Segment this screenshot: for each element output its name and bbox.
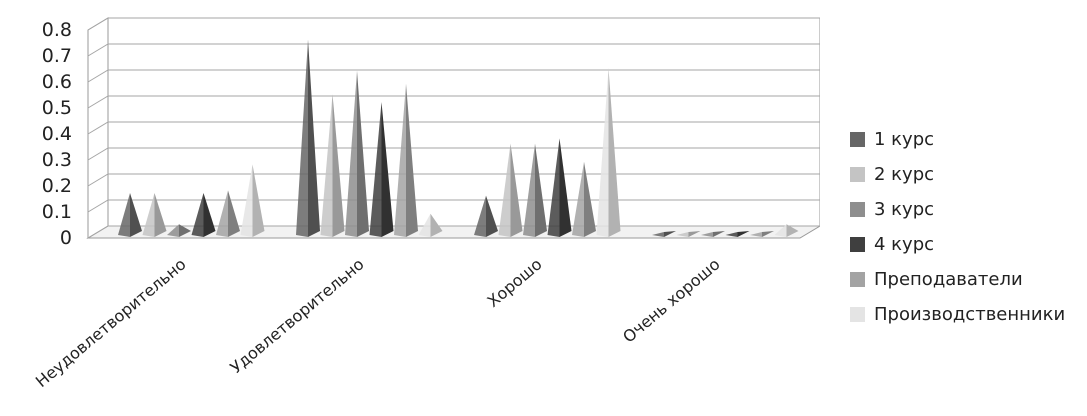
pyramid: [345, 70, 369, 237]
pyramid: [652, 231, 676, 237]
pyramid: [418, 213, 443, 237]
pyramid: [701, 231, 725, 237]
legend-item: 4 курс: [850, 227, 1065, 262]
legend-item: Производственники: [850, 297, 1065, 332]
pyramid: [547, 138, 572, 237]
pyramids: [118, 39, 799, 237]
pyramid: [320, 94, 345, 237]
y-tick-label: 0.4: [42, 123, 72, 145]
legend-item: 2 курс: [850, 157, 1065, 192]
legend-swatch: [850, 237, 865, 252]
y-tick-label: 0.2: [42, 175, 72, 197]
pyramid: [676, 231, 701, 237]
x-category-label: Удовлетворительно: [226, 255, 367, 378]
gridline: [87, 69, 820, 83]
x-category-label: Хорошо: [483, 255, 545, 311]
y-tick-label: 0.1: [42, 201, 72, 223]
legend: 1 курс 2 курс 3 курс 4 курс Преподаватели Про…: [850, 122, 1065, 332]
pyramid: [750, 231, 774, 237]
legend-swatch: [850, 132, 865, 147]
plot-area: 0 0.1 0.2 0.3 0.4 0.5 0.6 0.7 0.8 Неудовлетворит…: [32, 17, 820, 392]
y-tick-label: 0.7: [42, 45, 72, 67]
pyramid: [240, 164, 265, 237]
y-tick-label: 0.3: [42, 149, 72, 171]
legend-swatch: [850, 167, 865, 182]
legend-label: 1 курс: [874, 129, 935, 150]
pyramid: [596, 68, 621, 237]
gridline: [87, 147, 820, 161]
pyramid: [394, 83, 418, 237]
pyramid: [191, 193, 216, 237]
legend-label: 3 курс: [874, 199, 935, 220]
y-tick-label: 0.6: [42, 71, 72, 93]
legend-swatch: [850, 307, 865, 322]
pyramid: [498, 143, 523, 237]
pyramid: [369, 102, 394, 237]
gridline: [87, 121, 820, 135]
x-category-label: Очень хорошо: [619, 255, 724, 347]
legend-label: Производственники: [874, 304, 1066, 325]
gridline: [87, 43, 820, 57]
gridline: [87, 95, 820, 109]
legend-item: Преподаватели: [850, 262, 1065, 297]
legend-item: 1 курс: [850, 122, 1065, 157]
plot-walls: [86, 17, 820, 239]
x-category-label: Неудовлетворительно: [32, 255, 190, 392]
pyramid: [523, 143, 547, 237]
pyramid: [142, 193, 167, 237]
x-axis-categories: Неудовлетворительно Удовлетворительно Хоро…: [32, 255, 724, 392]
legend-swatch: [850, 272, 865, 287]
y-tick-label: 0: [60, 227, 72, 249]
pyramid: [725, 231, 750, 237]
legend-swatch: [850, 202, 865, 217]
pyramid: [296, 39, 320, 237]
pyramid: [774, 224, 799, 237]
legend-item: 3 курс: [850, 192, 1065, 227]
pyramid: [572, 161, 596, 237]
pyramid: [118, 193, 142, 237]
pyramid: [167, 224, 191, 237]
legend-label: 2 курс: [874, 164, 935, 185]
pyramid: [474, 195, 498, 237]
pyramid: [216, 190, 240, 237]
y-tick-label: 0.5: [42, 97, 72, 119]
gridline: [87, 17, 820, 31]
y-axis-ticks: 0 0.1 0.2 0.3 0.4 0.5 0.6 0.7 0.8: [42, 19, 72, 249]
y-tick-label: 0.8: [42, 19, 72, 41]
legend-label: Преподаватели: [874, 269, 1023, 290]
legend-label: 4 курс: [874, 234, 935, 255]
